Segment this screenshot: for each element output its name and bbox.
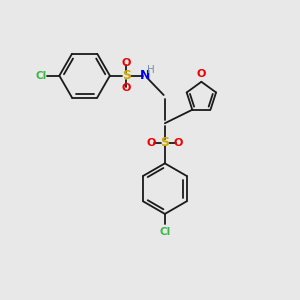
Text: O: O bbox=[122, 58, 131, 68]
Text: S: S bbox=[122, 69, 131, 82]
Text: O: O bbox=[173, 138, 183, 148]
Text: O: O bbox=[122, 83, 131, 93]
Text: S: S bbox=[160, 136, 169, 149]
Text: O: O bbox=[147, 138, 156, 148]
Text: O: O bbox=[197, 69, 206, 80]
Text: Cl: Cl bbox=[159, 227, 170, 237]
Text: N: N bbox=[140, 69, 151, 82]
Text: H: H bbox=[147, 65, 155, 75]
Text: Cl: Cl bbox=[35, 71, 46, 81]
